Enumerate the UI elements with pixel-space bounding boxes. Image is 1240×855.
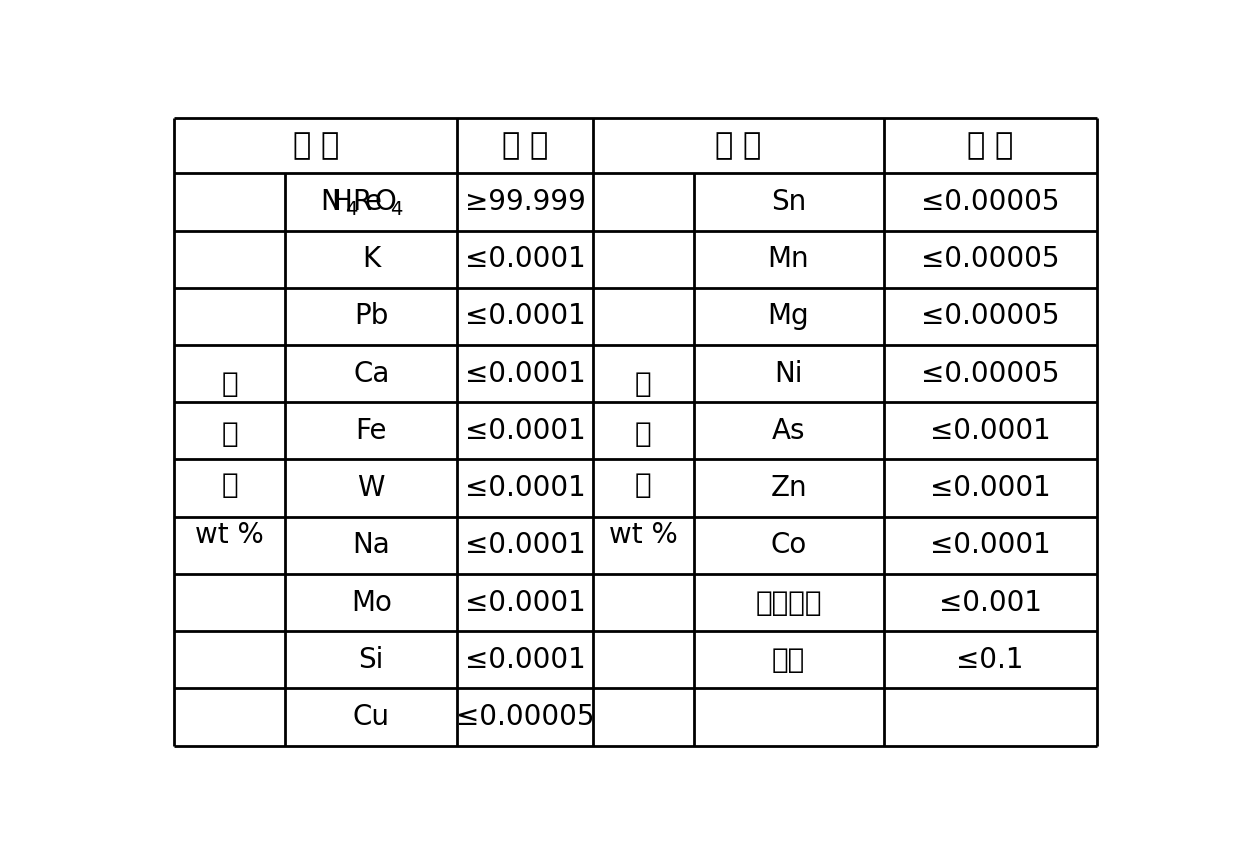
- Text: R: R: [352, 188, 372, 216]
- Text: ≤0.0001: ≤0.0001: [465, 360, 585, 387]
- Text: 标 准: 标 准: [502, 131, 548, 160]
- Text: Si: Si: [358, 646, 384, 674]
- Text: Ca: Ca: [353, 360, 389, 387]
- Text: 项 目: 项 目: [715, 131, 761, 160]
- Text: Cu: Cu: [352, 703, 389, 731]
- Text: Mo: Mo: [351, 588, 392, 616]
- Text: 单: 单: [635, 370, 651, 398]
- Text: 标 准: 标 准: [967, 131, 1013, 160]
- Text: ≤0.00005: ≤0.00005: [921, 360, 1059, 387]
- Text: e: e: [365, 188, 381, 216]
- Text: N: N: [321, 188, 341, 216]
- Text: H: H: [331, 188, 352, 216]
- Text: Fe: Fe: [356, 417, 387, 445]
- Text: 杂质总和: 杂质总和: [755, 588, 822, 616]
- Text: 位: 位: [222, 421, 238, 449]
- Text: ≤0.00005: ≤0.00005: [921, 188, 1059, 216]
- Text: Pb: Pb: [355, 303, 388, 331]
- Text: 单: 单: [222, 370, 238, 398]
- Text: wt %: wt %: [609, 521, 677, 549]
- Text: ≤0.0001: ≤0.0001: [465, 245, 585, 274]
- Text: 位: 位: [635, 421, 651, 449]
- Text: ≤0.1: ≤0.1: [956, 646, 1024, 674]
- Text: ≤0.0001: ≤0.0001: [465, 303, 585, 331]
- Text: Co: Co: [770, 531, 807, 559]
- Text: ≤0.0001: ≤0.0001: [930, 417, 1050, 445]
- Text: W: W: [357, 475, 384, 502]
- Text: wt %: wt %: [196, 521, 264, 549]
- Text: ≤0.0001: ≤0.0001: [930, 531, 1050, 559]
- Text: ≤0.00005: ≤0.00005: [921, 303, 1059, 331]
- Text: As: As: [771, 417, 805, 445]
- Text: ≤0.00005: ≤0.00005: [921, 245, 1059, 274]
- Text: ≤0.00005: ≤0.00005: [456, 703, 594, 731]
- Text: ≥99.999: ≥99.999: [465, 188, 585, 216]
- Text: ：: ：: [635, 470, 651, 498]
- Text: ≤0.0001: ≤0.0001: [465, 588, 585, 616]
- Text: Na: Na: [352, 531, 391, 559]
- Text: ≤0.0001: ≤0.0001: [465, 417, 585, 445]
- Text: 水分: 水分: [773, 646, 805, 674]
- Text: 4: 4: [389, 200, 402, 219]
- Text: ≤0.0001: ≤0.0001: [465, 646, 585, 674]
- Text: ≤0.001: ≤0.001: [939, 588, 1042, 616]
- Text: ≤0.0001: ≤0.0001: [465, 475, 585, 502]
- Text: Mn: Mn: [768, 245, 810, 274]
- Text: O: O: [374, 188, 396, 216]
- Text: ：: ：: [222, 470, 238, 498]
- Text: Mg: Mg: [768, 303, 810, 331]
- Text: Sn: Sn: [771, 188, 806, 216]
- Text: K: K: [362, 245, 381, 274]
- Text: ≤0.0001: ≤0.0001: [930, 475, 1050, 502]
- Text: ≤0.0001: ≤0.0001: [465, 531, 585, 559]
- Text: 项 目: 项 目: [293, 131, 339, 160]
- Text: Zn: Zn: [770, 475, 807, 502]
- Text: Ni: Ni: [774, 360, 802, 387]
- Text: 4: 4: [345, 200, 357, 219]
